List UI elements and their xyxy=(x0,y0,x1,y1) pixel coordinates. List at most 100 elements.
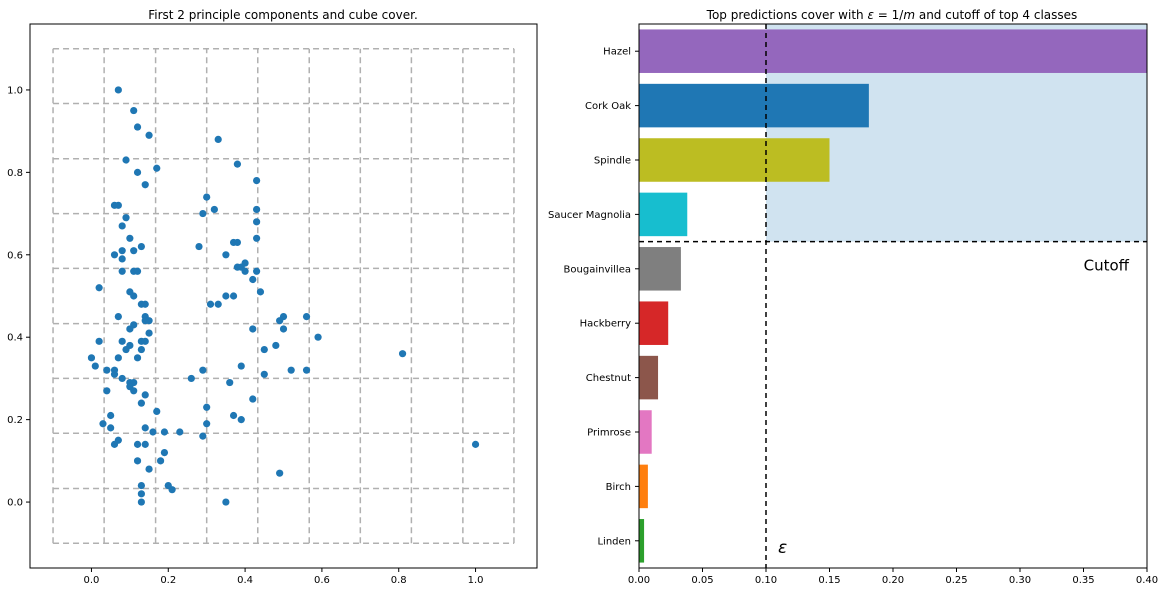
scatter-point-60 xyxy=(279,325,288,333)
scatter-point-63 xyxy=(95,337,103,345)
scatter-point-19 xyxy=(253,218,261,226)
scatter-point-0 xyxy=(114,86,122,94)
scatter-point-100 xyxy=(237,416,245,424)
scatter-point-78 xyxy=(199,366,207,374)
scatter-point-94 xyxy=(249,395,257,403)
bar-title: Top predictions cover with ε = 1/m and c… xyxy=(706,8,1078,22)
scatter-point-101 xyxy=(99,420,107,428)
scatter-point-115 xyxy=(133,457,142,465)
scatter-point-14 xyxy=(210,205,218,214)
scatter-point-21 xyxy=(253,234,261,242)
bar-1 xyxy=(639,83,869,128)
scatter-point-13 xyxy=(114,201,122,209)
scatter-panel: First 2 principle components and cube co… xyxy=(7,8,538,586)
scatter-point-108 xyxy=(199,432,207,440)
scatter-point-82 xyxy=(302,366,311,374)
bar-7 xyxy=(639,410,652,454)
scatter-point-5 xyxy=(122,156,130,164)
bar-8 xyxy=(639,464,648,509)
scatter-point-51 xyxy=(302,313,311,321)
scatter-point-30 xyxy=(222,251,230,259)
scatter-point-98 xyxy=(229,411,238,420)
bar-xtick-label-0: 0.00 xyxy=(628,575,650,586)
scatter-point-75 xyxy=(398,350,407,358)
scatter-point-39 xyxy=(249,275,257,284)
scatter-point-93 xyxy=(141,391,149,399)
scatter-point-23 xyxy=(233,238,242,247)
bar-category-label-0: Hazel xyxy=(603,47,631,58)
scatter-point-118 xyxy=(276,469,284,477)
scatter-point-17 xyxy=(122,214,130,222)
cube-cover-grid xyxy=(52,47,515,545)
bar-panel: Top predictions cover with ε = 1/m and c… xyxy=(548,8,1158,586)
scatter-point-55 xyxy=(145,317,153,325)
bar-category-label-8: Birch xyxy=(606,482,631,493)
bar-category-label-9: Linden xyxy=(597,536,631,547)
bar-category-label-3: Saucer Magnolia xyxy=(548,210,631,221)
bar-xtick-label-4: 0.20 xyxy=(882,575,904,586)
bar-5 xyxy=(639,301,669,345)
bar-category-label-5: Hackberry xyxy=(580,319,631,330)
scatter-point-56 xyxy=(276,317,284,325)
scatter-point-91 xyxy=(130,387,138,395)
scatter-ytick-label-3: 0.6 xyxy=(7,250,23,261)
bar-6 xyxy=(639,355,659,400)
scatter-xtick-label-0: 0.0 xyxy=(84,575,100,586)
scatter-point-67 xyxy=(272,341,280,350)
scatter-xtick-label-1: 0.2 xyxy=(160,575,176,586)
bar-category-label-4: Bougainvillea xyxy=(564,264,631,275)
scatter-point-42 xyxy=(130,292,138,300)
scatter-point-84 xyxy=(187,374,195,383)
scatter-point-73 xyxy=(114,354,122,362)
scatter-point-79 xyxy=(103,366,111,374)
scatter-point-70 xyxy=(122,345,130,354)
scatter-point-2 xyxy=(133,123,142,131)
scatter-point-116 xyxy=(156,457,165,465)
scatter-point-24 xyxy=(195,242,203,251)
scatter-point-123 xyxy=(137,498,145,506)
scatter-point-69 xyxy=(260,345,268,354)
scatter-point-92 xyxy=(103,387,111,395)
scatter-point-29 xyxy=(118,255,126,263)
bar-y-axis: Hazel Cork Oak Spindle Saucer Magnolia Bouga… xyxy=(548,47,639,547)
scatter-plot-frame xyxy=(29,23,538,569)
scatter-point-20 xyxy=(126,234,134,242)
bar-category-label-6: Chestnut xyxy=(586,373,631,384)
scatter-point-34 xyxy=(118,267,126,275)
bar-0 xyxy=(639,29,1147,73)
scatter-point-62 xyxy=(314,333,322,341)
scatter-point-96 xyxy=(203,403,211,411)
scatter-point-26 xyxy=(130,247,138,255)
bar-category-label-1: Cork Oak xyxy=(585,101,631,112)
scatter-point-36 xyxy=(133,267,142,275)
scatter-point-103 xyxy=(107,424,115,432)
scatter-point-99 xyxy=(107,411,115,420)
bar-xtick-label-5: 0.25 xyxy=(945,575,967,586)
scatter-xtick-label-3: 0.6 xyxy=(314,575,330,586)
scatter-xtick-label-4: 0.8 xyxy=(391,575,407,586)
scatter-point-58 xyxy=(126,325,134,333)
scatter-point-105 xyxy=(149,428,157,436)
bar-3 xyxy=(639,192,688,237)
scatter-point-44 xyxy=(229,292,238,300)
scatter-point-1 xyxy=(130,106,138,115)
scatter-point-113 xyxy=(471,440,480,448)
scatter-point-6 xyxy=(233,160,242,168)
scatter-point-27 xyxy=(137,242,145,251)
bar-category-label-2: Spindle xyxy=(594,156,631,167)
scatter-title: First 2 principle components and cube co… xyxy=(148,8,418,22)
scatter-point-4 xyxy=(214,135,222,143)
scatter-point-117 xyxy=(145,465,153,473)
scatter-point-114 xyxy=(160,449,169,457)
scatter-point-8 xyxy=(133,168,142,176)
scatter-point-66 xyxy=(141,337,149,345)
scatter-point-71 xyxy=(137,345,145,354)
bar-xtick-label-6: 0.30 xyxy=(1009,575,1031,586)
scatter-point-76 xyxy=(91,362,99,370)
scatter-point-74 xyxy=(133,354,142,362)
scatter-ytick-label-1: 0.2 xyxy=(7,415,23,426)
scatter-point-121 xyxy=(168,486,176,494)
scatter-point-18 xyxy=(118,222,126,230)
scatter-point-77 xyxy=(237,362,245,370)
